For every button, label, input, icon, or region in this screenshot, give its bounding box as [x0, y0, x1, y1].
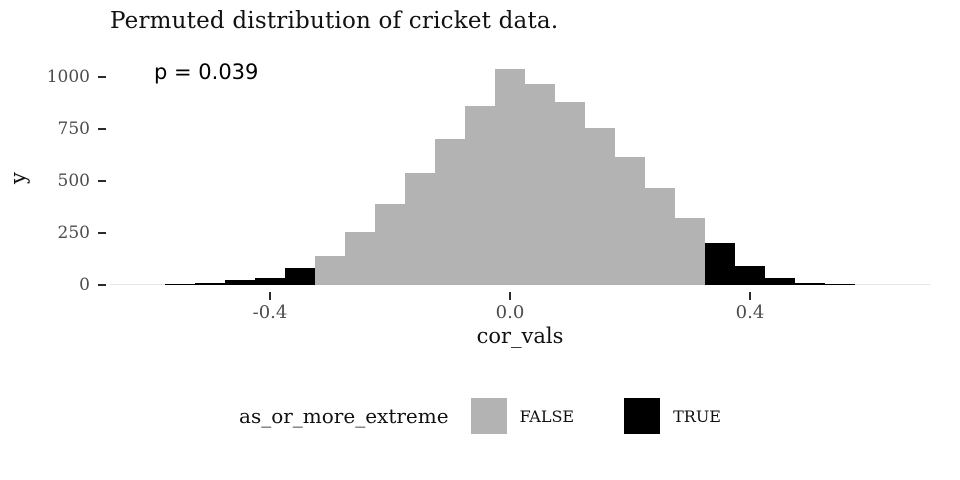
legend-entry-false: FALSE [470, 398, 575, 434]
x-tick-label: 0.4 [735, 302, 765, 323]
histogram-bar [705, 243, 735, 285]
y-axis-ticks: 0 250 500 750 1000 [0, 60, 108, 295]
histogram-bar [765, 277, 795, 285]
histogram-bar [225, 279, 255, 285]
legend-label-false: FALSE [519, 406, 575, 426]
legend-title: as_or_more_extreme [239, 404, 449, 428]
plot-area: p = 0.039 [110, 60, 930, 285]
histogram-bar [435, 139, 465, 285]
histogram-bar [315, 255, 345, 285]
y-tick-mark [98, 127, 106, 130]
x-axis-ticks: -0.4 0.0 0.4 [110, 285, 930, 325]
y-tick-label: 0 [79, 275, 90, 295]
x-tick-mark [749, 292, 751, 300]
histogram-bar [735, 266, 765, 285]
histogram-bar [825, 284, 855, 285]
y-tick-label: 250 [57, 222, 90, 243]
legend: as_or_more_extreme FALSE TRUE [0, 398, 960, 434]
legend-swatch-true [624, 398, 661, 434]
histogram-bar [285, 268, 315, 285]
histogram-bar [675, 218, 705, 285]
y-tick-mark [98, 75, 106, 78]
histogram-bar [375, 203, 405, 285]
p-value-annotation: p = 0.039 [154, 60, 259, 84]
histogram-bar [255, 277, 285, 285]
chart-title: Permuted distribution of cricket data. [110, 8, 559, 34]
y-tick-mark [98, 284, 106, 286]
y-tick-mark [98, 179, 106, 182]
x-axis-label: cor_vals [476, 324, 564, 348]
histogram-bar [165, 284, 195, 285]
x-tick-label: -0.4 [252, 302, 288, 323]
histogram-bar [585, 127, 615, 285]
x-tick-mark [269, 292, 271, 300]
legend-entry-true: TRUE [624, 398, 721, 434]
histogram-bar [195, 282, 225, 285]
legend-swatch-false [470, 398, 507, 434]
histogram-bar [555, 101, 585, 285]
histogram-bar [345, 231, 375, 285]
histogram-bar [795, 282, 825, 285]
histogram-bar [465, 105, 495, 285]
legend-label-true: TRUE [673, 406, 721, 426]
y-tick-label: 500 [57, 170, 90, 191]
histogram-bar [645, 188, 675, 285]
x-tick-mark [509, 292, 511, 300]
y-tick-label: 750 [57, 118, 90, 139]
histogram-bar [405, 172, 435, 285]
y-tick-mark [98, 231, 106, 234]
y-tick-label: 1000 [46, 66, 90, 87]
histogram-bar [615, 156, 645, 285]
histogram-bar [495, 69, 525, 285]
histogram-bar [525, 83, 555, 285]
x-tick-label: 0.0 [495, 302, 525, 323]
